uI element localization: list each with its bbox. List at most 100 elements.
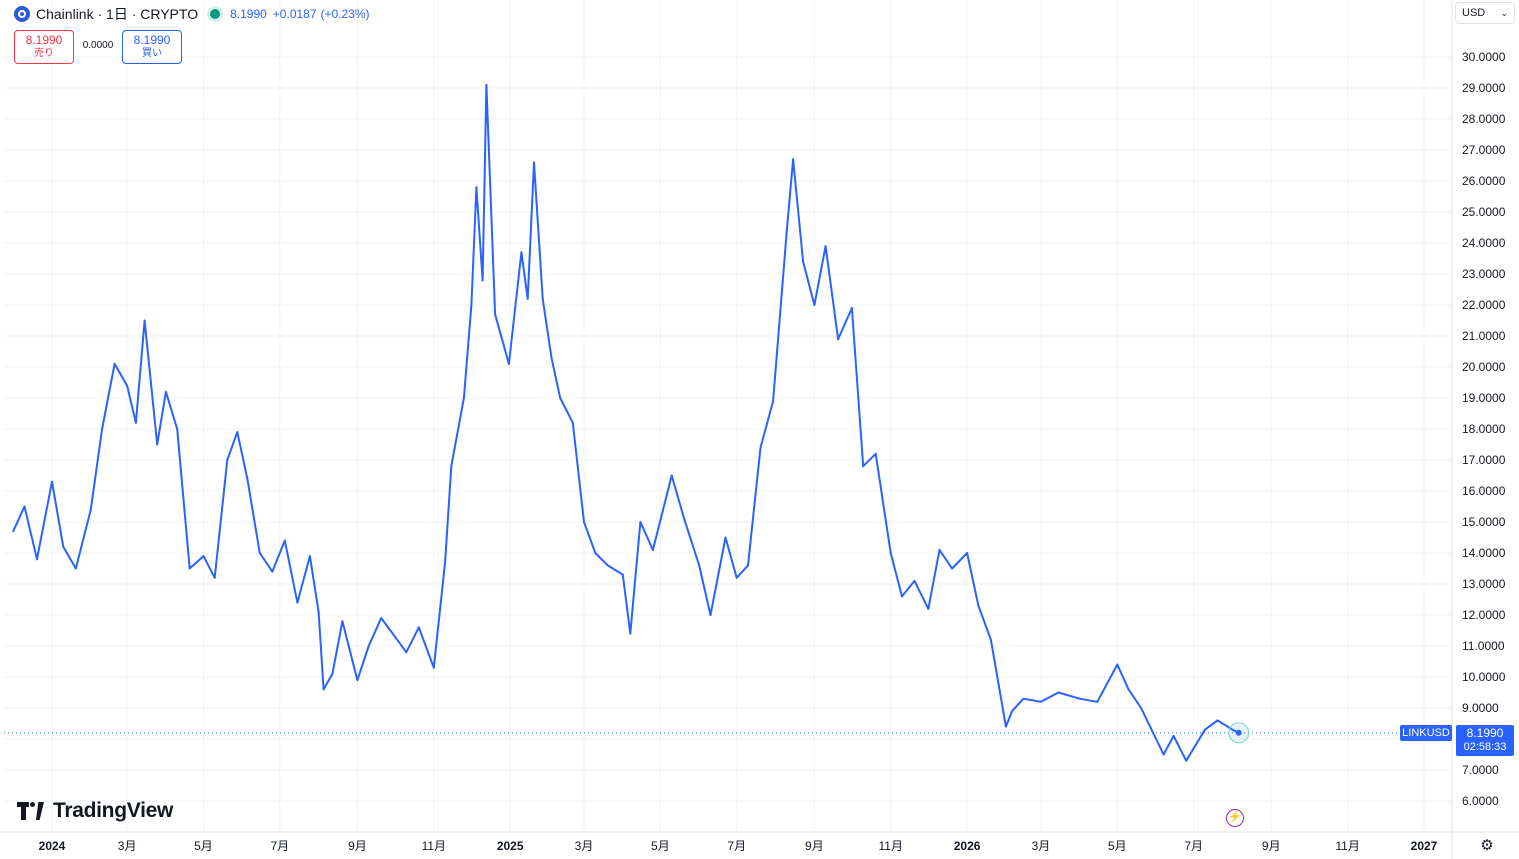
last-price-value: 8.1990 (1466, 726, 1504, 740)
last-price-tag: 8.1990 02:58:33 (1456, 725, 1514, 756)
tradingview-logo[interactable]: TradingView (17, 799, 173, 823)
price-point (520, 251, 523, 254)
price-point (802, 260, 805, 263)
header-change: +0.0187 (272, 7, 317, 21)
price-point (772, 400, 775, 403)
price-point (1022, 697, 1025, 700)
currency-select[interactable]: USD ⌄ (1455, 2, 1515, 24)
y-tick-label: 15.0000 (1462, 515, 1506, 529)
price-point (747, 564, 750, 567)
price-point (938, 548, 941, 551)
time-scale[interactable] (0, 833, 1452, 859)
buy-label: 買い (142, 48, 162, 59)
y-tick-label: 23.0000 (1462, 267, 1506, 281)
price-point (1192, 747, 1195, 750)
price-point (683, 517, 686, 520)
price-point (450, 465, 453, 468)
y-tick-label: 26.0000 (1462, 174, 1506, 188)
price-point (698, 564, 701, 567)
sell-label: 売り (34, 48, 54, 59)
price-point (296, 601, 299, 604)
price-point (606, 564, 609, 567)
price-point (526, 297, 529, 300)
price-point (470, 304, 473, 306)
x-tick-label: 2024 (39, 839, 66, 853)
price-point (824, 245, 827, 248)
sell-button[interactable]: 8.1990 売り (14, 30, 74, 64)
price-point (322, 688, 325, 691)
price-point (462, 397, 465, 399)
price-point (951, 567, 954, 570)
y-tick-label: 20.0000 (1462, 360, 1506, 374)
symbol-price-tag: LINKUSD (1400, 725, 1452, 741)
price-point (507, 362, 510, 365)
price-point (862, 465, 865, 468)
price-point (621, 573, 624, 576)
price-point (1162, 753, 1165, 756)
bar-countdown: 02:58:33 (1463, 741, 1507, 753)
price-point (113, 362, 116, 365)
price-point (143, 319, 146, 322)
price-point (226, 459, 229, 461)
y-tick-label: 19.0000 (1462, 391, 1506, 405)
x-tick-label: 9月 (348, 839, 367, 853)
price-point (874, 452, 877, 455)
price-point (1116, 663, 1119, 666)
chainlink-logo-icon (14, 6, 30, 22)
price-point (792, 158, 795, 161)
market-status-icon[interactable] (210, 9, 221, 19)
x-tick-label: 3月 (575, 839, 594, 853)
y-tick-label: 27.0000 (1462, 143, 1506, 157)
price-point (308, 555, 311, 558)
price-series-line[interactable] (12, 83, 1240, 762)
lightning-icon[interactable]: ⚡ (1226, 809, 1244, 827)
price-point (759, 446, 762, 449)
price-point (164, 390, 167, 393)
currency-label: USD (1462, 7, 1486, 19)
price-point (966, 552, 969, 554)
gear-icon[interactable]: ⚙ (1480, 837, 1494, 854)
price-point (532, 161, 535, 164)
price-point (1155, 738, 1158, 740)
buy-button[interactable]: 8.1990 買い (122, 30, 182, 64)
x-tick-label: 7月 (727, 839, 746, 853)
chevron-down-icon: ⌄ (1500, 7, 1508, 18)
x-tick-label: 5月 (1108, 839, 1127, 853)
price-point (670, 474, 673, 477)
x-tick-label: 9月 (805, 839, 824, 853)
price-point (283, 539, 286, 542)
price-point (651, 548, 654, 551)
y-tick-label: 6.0000 (1462, 794, 1499, 808)
price-point (1011, 710, 1014, 713)
y-tick-label: 21.0000 (1462, 329, 1506, 343)
x-tick-label: 5月 (194, 839, 213, 853)
price-point (1127, 688, 1130, 691)
price-point (188, 567, 191, 570)
price-point (559, 397, 562, 399)
y-tick-label: 28.0000 (1462, 112, 1506, 126)
price-point (785, 229, 788, 232)
price-point (62, 545, 65, 548)
price-point (1096, 700, 1099, 703)
y-tick-label: 22.0000 (1462, 298, 1506, 312)
price-point (583, 521, 586, 523)
price-point (1057, 691, 1060, 694)
price-point (989, 638, 992, 641)
brand-name: TradingView (53, 799, 174, 822)
price-point (341, 620, 344, 623)
price-point (927, 607, 930, 610)
price-point (176, 428, 179, 430)
price-point (367, 645, 370, 647)
price-point (202, 555, 205, 558)
price-point (12, 530, 15, 533)
price-point (541, 297, 544, 300)
y-tick-label: 13.0000 (1462, 577, 1506, 591)
y-tick-label: 14.0000 (1462, 546, 1506, 560)
price-point (1039, 700, 1042, 703)
price-point (735, 576, 738, 579)
price-point (331, 672, 334, 675)
x-tick-label: 3月 (1032, 839, 1051, 853)
symbol-title[interactable]: Chainlink · 1日 · CRYPTO (36, 6, 199, 22)
x-tick-label: 2026 (954, 839, 981, 853)
